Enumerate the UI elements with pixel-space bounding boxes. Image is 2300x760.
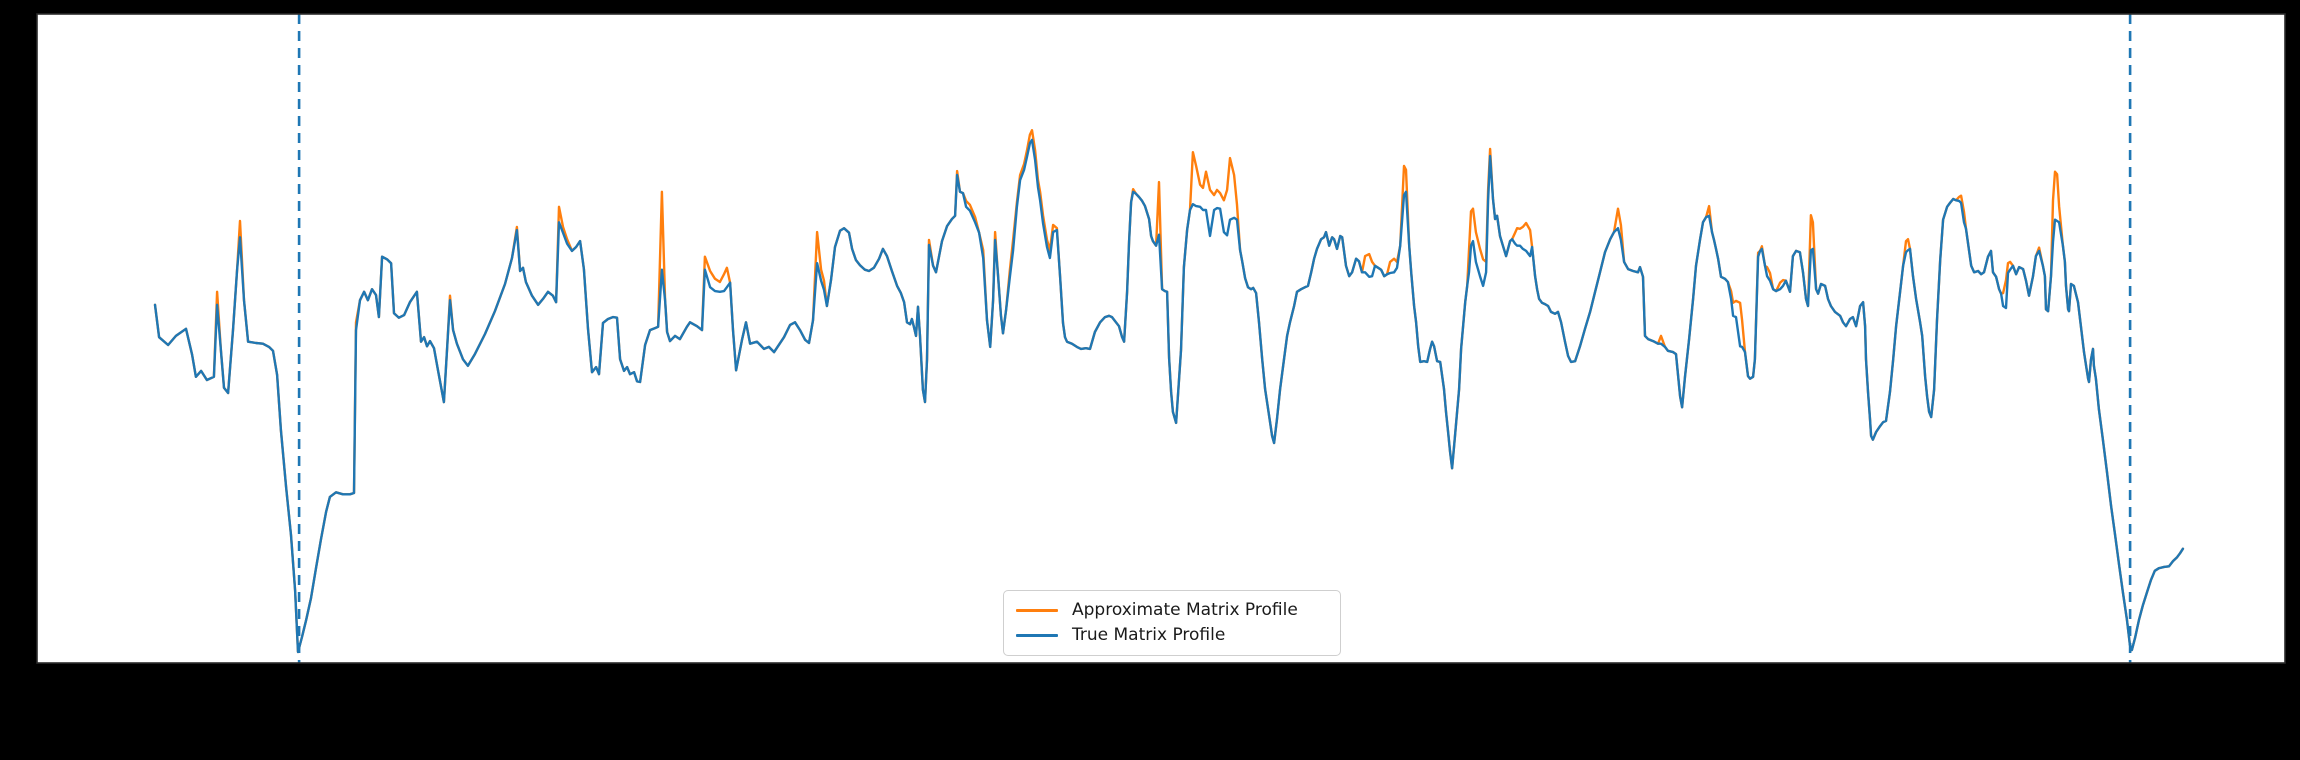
legend-approximate-label: Approximate Matrix Profile [1072, 600, 1298, 620]
legend-approximate-line-swatch [1016, 609, 1058, 612]
legend-entry-true: True Matrix Profile [1016, 624, 1328, 647]
legend-true-line-swatch [1016, 634, 1058, 637]
plot-area [37, 14, 2285, 663]
true-matrix-profile-line [153, 138, 2185, 654]
legend-true-label: True Matrix Profile [1072, 625, 1226, 645]
legend-entry-approximate: Approximate Matrix Profile [1016, 599, 1328, 622]
axes-frame [36, 13, 2286, 664]
legend: Approximate Matrix Profile True Matrix P… [1003, 590, 1341, 656]
